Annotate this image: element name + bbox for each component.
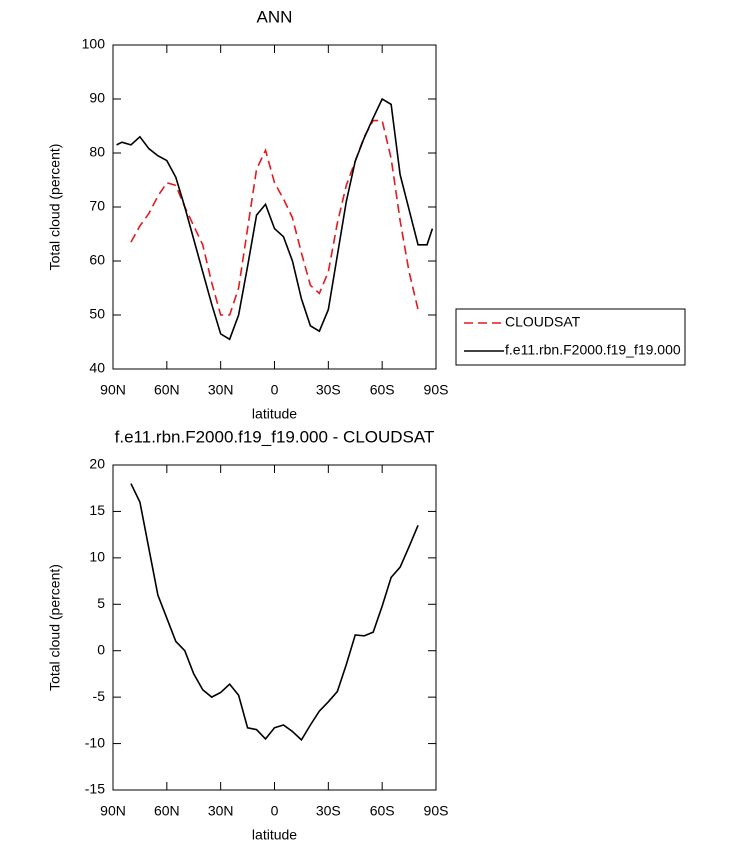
y-tick-label: 70 [89,198,105,214]
x-tick-label: 60N [154,382,180,398]
y-tick-label: 100 [82,36,106,52]
legend: CLOUDSAT f.e11.rbn.F2000.f19_f19.000 [455,308,686,366]
x-tick-label: 60N [154,803,180,819]
y-tick-label: 50 [89,306,105,322]
y-tick-label: 0 [97,641,105,657]
y-tick-label: 90 [89,90,105,106]
x-tick-label: 90S [424,382,449,398]
y-tick-label: -15 [85,781,105,797]
y-tick-label: 20 [89,456,105,472]
x-axis-label: latitude [252,406,297,422]
x-tick-label: 90N [100,803,126,819]
y-tick-label: 80 [89,144,105,160]
y-tick-label: -5 [93,688,106,704]
x-tick-label: 30N [208,803,234,819]
data-line [130,483,419,742]
chart-title: ANN [257,7,293,26]
y-axis-label: Total cloud (percent) [47,564,63,691]
y-tick-label: 60 [89,252,105,268]
legend-label: f.e11.rbn.F2000.f19_f19.000 [505,342,681,358]
y-tick-label: 10 [89,549,105,565]
plot-frame [112,464,437,791]
x-tick-label: 30N [208,382,234,398]
y-tick-label: 15 [89,502,105,518]
x-tick-label: 30S [316,382,341,398]
x-tick-label: 60S [370,382,395,398]
legend-box [455,308,686,366]
x-tick-label: 30S [316,803,341,819]
x-tick-label: 90N [100,382,126,398]
x-tick-label: 0 [271,803,279,819]
y-tick-label: 5 [97,595,105,611]
y-tick-label: -10 [85,734,105,750]
plot-frame [112,44,437,370]
x-tick-label: 60S [370,803,395,819]
data-line [130,119,419,316]
x-tick-label: 90S [424,803,449,819]
y-tick-label: 40 [89,360,105,376]
y-axis-label: Total cloud (percent) [47,144,63,271]
chart-title: f.e11.rbn.F2000.f19_f19.000 - CLOUDSAT [115,427,435,446]
legend-label: CLOUDSAT [505,314,581,330]
x-axis-label: latitude [252,827,297,843]
data-line [116,97,434,341]
x-tick-label: 0 [271,382,279,398]
